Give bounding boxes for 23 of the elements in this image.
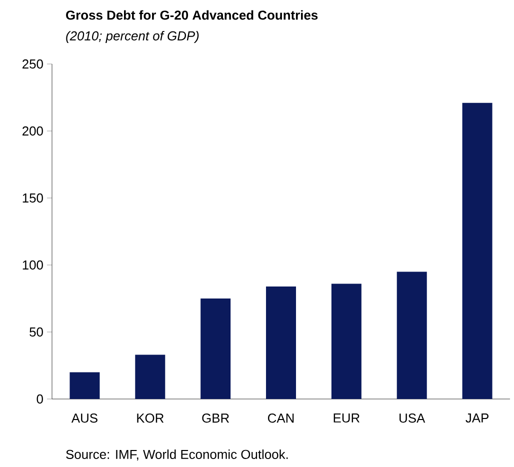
bar [331, 284, 362, 399]
y-tick-label: 0 [36, 394, 43, 404]
y-tick-label: 150 [22, 193, 43, 203]
x-tick-label: AUS [71, 414, 98, 423]
bar [200, 298, 231, 399]
bar [462, 102, 492, 399]
y-tick-label: 50 [30, 327, 43, 337]
source-note: Source: IMF, World Economic Outlook. [66, 449, 288, 461]
y-tick-label: 100 [22, 260, 43, 270]
x-tick-label: USA [400, 414, 426, 423]
bar [135, 354, 166, 399]
chart-title: Gross Debt for G-20 Advanced Countries [66, 10, 318, 20]
x-tick-label: JAP [466, 414, 488, 423]
x-tick-label: KOR [137, 414, 164, 423]
y-tick-label: 200 [22, 126, 43, 136]
bar [70, 372, 100, 399]
x-tick-label: CAN [268, 414, 294, 423]
y-tick-label: 250 [22, 59, 43, 69]
chart-subtitle: (2010; percent of GDP) [66, 30, 199, 44]
bar [266, 286, 296, 399]
bar [396, 272, 427, 399]
x-tick-label: EUR [334, 414, 360, 423]
x-tick-label: GBR [202, 414, 230, 423]
